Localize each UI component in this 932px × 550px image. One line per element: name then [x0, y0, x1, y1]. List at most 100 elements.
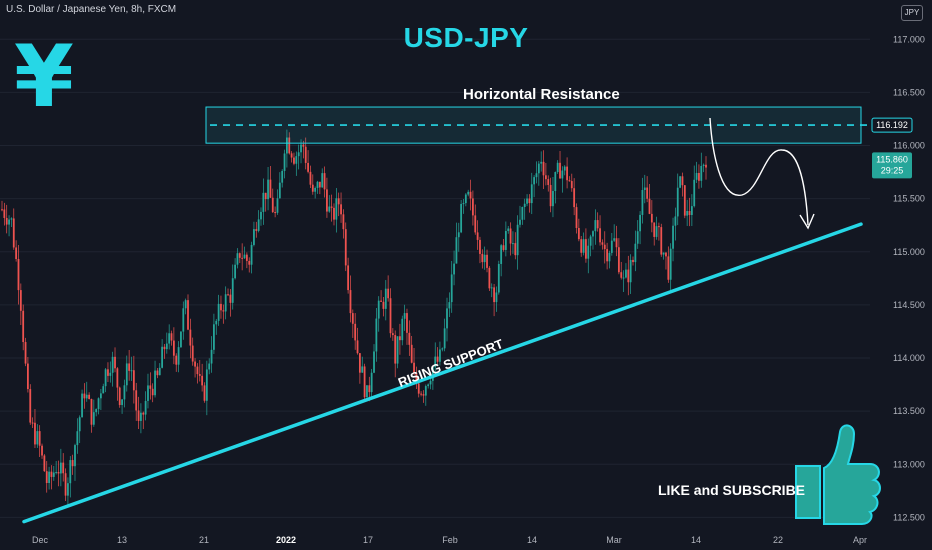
candle — [170, 330, 173, 346]
candle — [676, 173, 679, 226]
candle — [142, 411, 145, 430]
thumbs-up-icon[interactable] — [795, 424, 881, 525]
candle — [123, 379, 126, 408]
candle — [655, 216, 658, 240]
candle — [307, 150, 309, 174]
candle — [182, 301, 185, 340]
candle — [382, 296, 385, 317]
candle — [660, 223, 663, 257]
candle — [269, 166, 272, 199]
y-tick-label: 113.000 — [893, 459, 925, 469]
candle — [596, 212, 599, 232]
candle — [121, 398, 123, 414]
candle — [582, 232, 585, 256]
candle — [156, 368, 159, 379]
candle — [384, 280, 387, 321]
chart-headline: USD-JPY — [403, 22, 529, 53]
candle — [601, 239, 604, 250]
candle — [5, 204, 8, 234]
candle — [337, 192, 340, 217]
x-tick-label: 14 — [691, 535, 701, 545]
candle — [530, 172, 533, 215]
candle — [559, 151, 561, 179]
candle — [566, 157, 568, 189]
candle — [354, 313, 357, 350]
yen-symbol: ¥ — [14, 27, 74, 127]
candle — [552, 176, 554, 218]
candle — [422, 390, 425, 403]
candle — [99, 388, 102, 411]
candle — [130, 356, 133, 381]
candle — [26, 356, 29, 393]
symbol-title: U.S. Dollar / Japanese Yen, 8h, FXCM — [6, 4, 177, 15]
candle — [610, 232, 613, 256]
candle — [168, 324, 171, 350]
candle — [59, 448, 62, 487]
candle — [695, 161, 698, 184]
candle — [290, 151, 293, 163]
candle — [215, 318, 218, 335]
candle — [448, 292, 451, 317]
support-line — [22, 222, 863, 524]
candle — [700, 152, 703, 188]
x-tick-label: 17 — [363, 535, 373, 545]
candle — [234, 258, 236, 280]
candle — [231, 264, 234, 310]
candle — [472, 190, 474, 226]
candle — [163, 344, 166, 359]
candle — [542, 150, 545, 190]
resistance-price-tag: 116.192 — [871, 117, 913, 133]
candle — [243, 246, 246, 259]
candle — [457, 222, 460, 252]
candle — [629, 254, 632, 294]
candle — [201, 363, 204, 392]
candle — [318, 181, 321, 195]
candle — [340, 192, 342, 223]
candle — [467, 189, 470, 197]
candle — [577, 218, 580, 242]
candle — [19, 283, 22, 326]
candle — [500, 244, 503, 277]
y-tick-label: 116.000 — [893, 141, 925, 151]
candle — [679, 175, 682, 189]
candle — [686, 199, 689, 226]
candle — [544, 163, 547, 186]
candle — [575, 203, 578, 234]
candle — [149, 372, 152, 400]
candle — [662, 252, 665, 260]
candle — [271, 188, 274, 213]
candle — [450, 260, 453, 313]
candle — [507, 225, 510, 234]
candle — [526, 194, 528, 207]
candle — [632, 256, 634, 266]
candle — [107, 362, 109, 383]
candle — [537, 160, 540, 186]
candle — [495, 286, 498, 312]
candle — [253, 221, 255, 247]
candle — [648, 184, 651, 215]
candle — [116, 367, 119, 401]
candle — [208, 358, 211, 375]
candle — [50, 465, 53, 490]
candle — [184, 298, 187, 315]
candle — [97, 397, 100, 415]
candle — [333, 203, 335, 226]
candle — [441, 347, 444, 352]
candle — [669, 243, 672, 291]
candle — [561, 166, 564, 193]
candle — [102, 383, 105, 394]
candle — [394, 330, 397, 378]
candle — [335, 188, 338, 233]
candle — [455, 222, 458, 264]
candle — [309, 165, 312, 189]
candle — [396, 336, 399, 369]
candle — [453, 250, 455, 286]
candle — [446, 297, 448, 342]
candle — [568, 176, 571, 182]
candle — [351, 309, 354, 338]
candle — [104, 368, 107, 393]
candle — [83, 383, 86, 409]
currency-badge[interactable]: JPY — [901, 5, 923, 21]
candle — [245, 252, 248, 269]
